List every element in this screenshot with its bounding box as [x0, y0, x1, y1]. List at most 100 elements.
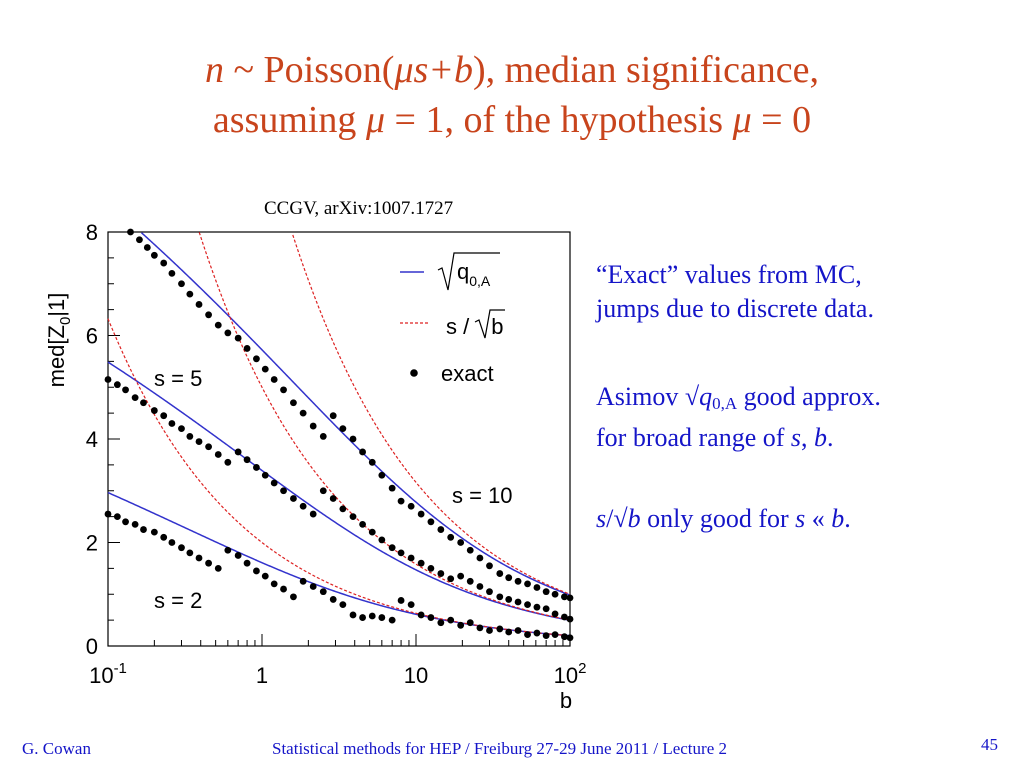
- exact-point-s5: [466, 577, 474, 585]
- y-tick-label: 0: [86, 634, 98, 659]
- exact-point-s10: [368, 458, 376, 466]
- x-axis-label: b: [560, 688, 572, 713]
- bullet-asimov-good-approx: good approx.: [737, 382, 881, 411]
- exact-point-s2: [339, 601, 347, 608]
- exact-point-s5: [359, 520, 366, 528]
- bullet-much-less: «: [805, 504, 832, 533]
- exact-point-s2: [329, 596, 337, 603]
- exact-point-s5: [514, 598, 522, 606]
- legend-exact-label: exact: [441, 361, 494, 386]
- exact-point-s5: [104, 376, 112, 383]
- exact-point-s10: [437, 526, 445, 533]
- exact-point-s5: [319, 487, 327, 495]
- footer-course: Statistical methods for HEP / Freiburg 2…: [272, 739, 727, 758]
- bullet-asimov-subscript: 0,A: [712, 394, 738, 413]
- exact-point-s5: [122, 386, 129, 394]
- x-tick-label: 10: [404, 663, 428, 688]
- exact-point-s2: [178, 544, 185, 552]
- exact-point-s10: [150, 251, 158, 259]
- asimov-curve-s5: [107, 361, 571, 622]
- exact-point-s5: [524, 601, 531, 608]
- bullet-exact: “Exact” values from MC, jumps due to dis…: [596, 258, 874, 326]
- exact-point-s5: [378, 536, 386, 544]
- bullet-b: b: [627, 504, 641, 533]
- exact-point-s2: [407, 601, 415, 608]
- title-mu: μ: [394, 49, 414, 91]
- exact-point-s2: [514, 627, 522, 634]
- title-median-significance: ), median significance,: [472, 49, 820, 91]
- exact-point-s5: [397, 549, 405, 557]
- exact-point-s2: [566, 634, 574, 642]
- exact-point-s2: [476, 624, 484, 632]
- x-tick-label: 1: [256, 663, 268, 688]
- exact-point-s10: [195, 301, 203, 308]
- citation: CCGV, arXiv:1007.1727: [264, 198, 454, 219]
- exact-point-s5: [437, 570, 445, 577]
- exact-point-s10: [427, 518, 435, 526]
- curve-label-s5: s = 5: [154, 366, 202, 391]
- exact-point-s2: [319, 588, 327, 596]
- exact-point-s2: [280, 585, 287, 593]
- exact-point-s2: [466, 619, 474, 627]
- exact-point-s5: [542, 605, 550, 613]
- s-over-sqrt-b-curve-s10: [292, 234, 571, 595]
- exact-point-s5: [270, 479, 278, 487]
- exact-point-s2: [104, 510, 112, 518]
- exact-point-s2: [359, 614, 366, 621]
- title-n: n: [204, 49, 224, 91]
- legend-s-over-sqrt-b-label: s / b: [446, 314, 503, 339]
- exact-point-s2: [290, 593, 297, 601]
- exact-point-s10: [447, 533, 455, 541]
- exact-point-s10: [214, 321, 222, 329]
- y-tick-label: 8: [86, 220, 98, 245]
- exact-point-s2: [447, 616, 455, 624]
- exact-point-s5: [486, 588, 493, 596]
- exact-point-s10: [127, 228, 134, 236]
- bullet-s-2: s: [795, 504, 806, 533]
- title-equals-zero: = 0: [751, 99, 812, 141]
- exact-point-s10: [243, 345, 251, 352]
- exact-point-s5: [186, 433, 194, 440]
- bullet-s: s: [596, 504, 607, 533]
- exact-point-s2: [140, 526, 147, 533]
- exact-point-s5: [224, 458, 232, 466]
- exact-point-s5: [388, 544, 396, 552]
- exact-point-s5: [407, 554, 415, 562]
- exact-point-s5: [280, 487, 287, 495]
- exact-point-s5: [476, 583, 484, 590]
- y-tick-label: 4: [86, 427, 98, 452]
- curve-label-s2: s = 2: [154, 588, 202, 613]
- legend-asimov-label: q0,A: [457, 259, 491, 289]
- bullet-s-over-sqrt-b: s/√b only good for s « b.: [596, 502, 851, 536]
- exact-point-s2: [195, 554, 203, 562]
- exact-point-s2: [524, 631, 531, 639]
- exact-point-s2: [378, 614, 386, 621]
- exact-point-s10: [514, 577, 522, 585]
- exact-point-s10: [388, 484, 396, 492]
- exact-point-s5: [368, 528, 376, 536]
- exact-point-s5: [195, 438, 203, 445]
- exact-point-s5: [561, 613, 568, 621]
- exact-point-s10: [319, 433, 327, 440]
- exact-point-s5: [496, 593, 504, 601]
- exact-point-s10: [561, 593, 568, 601]
- exact-point-s10: [566, 594, 574, 602]
- exact-point-s2: [505, 628, 513, 636]
- y-axis-label: med[Z0|1]: [44, 293, 74, 388]
- exact-point-s10: [160, 259, 168, 267]
- exact-point-s10: [397, 497, 405, 505]
- bullet-asimov-q: q: [699, 382, 713, 411]
- exact-point-s10: [205, 311, 212, 319]
- exact-point-s10: [253, 355, 260, 363]
- exact-point-s5: [140, 399, 147, 407]
- exact-point-s10: [299, 409, 307, 417]
- exact-point-s5: [417, 559, 425, 567]
- exact-point-s10: [329, 412, 337, 420]
- bullet-asimov-sqrt: Asimov √: [596, 382, 700, 411]
- bullet-asimov-period: .: [827, 423, 834, 452]
- exact-point-s10: [533, 584, 541, 591]
- exact-point-s2: [261, 572, 269, 580]
- exact-point-s2: [533, 629, 541, 637]
- exact-point-s5: [299, 502, 307, 510]
